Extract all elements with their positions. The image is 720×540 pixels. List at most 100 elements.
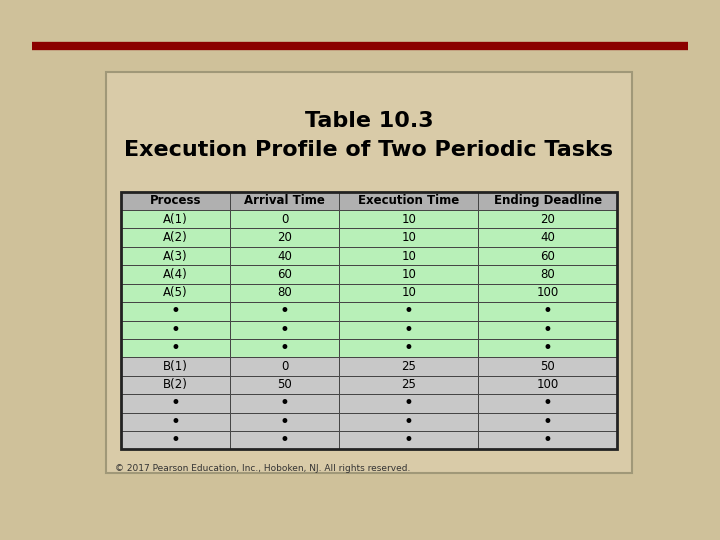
Text: •: • (171, 339, 180, 357)
Text: 60: 60 (277, 268, 292, 281)
Bar (478, 302, 617, 321)
Bar (339, 228, 478, 247)
Text: Execution Time: Execution Time (358, 194, 459, 207)
Bar (339, 192, 478, 210)
Text: •: • (543, 413, 553, 431)
Bar (121, 321, 230, 339)
Text: •: • (171, 302, 180, 320)
Bar (339, 376, 478, 394)
Bar (339, 394, 478, 413)
Bar (230, 192, 339, 210)
Text: •: • (171, 321, 180, 339)
Bar (230, 321, 339, 339)
Text: 40: 40 (277, 249, 292, 262)
Bar (230, 228, 339, 247)
Bar (121, 302, 230, 321)
Bar (121, 265, 230, 284)
Bar (478, 210, 617, 228)
Bar (230, 394, 339, 413)
Bar (478, 431, 617, 449)
Bar (339, 247, 478, 265)
Text: 40: 40 (540, 231, 555, 244)
Bar (478, 394, 617, 413)
Text: •: • (404, 431, 414, 449)
Text: 10: 10 (401, 249, 416, 262)
Bar (339, 321, 478, 339)
Bar (339, 302, 478, 321)
Bar (478, 192, 617, 210)
Bar (339, 413, 478, 431)
Text: B(1): B(1) (163, 360, 188, 373)
Bar (478, 284, 617, 302)
Bar (121, 284, 230, 302)
Text: A(2): A(2) (163, 231, 188, 244)
Bar (121, 210, 230, 228)
Text: •: • (543, 394, 553, 413)
Text: •: • (404, 413, 414, 431)
Text: •: • (543, 431, 553, 449)
Bar (339, 210, 478, 228)
Text: 0: 0 (281, 360, 288, 373)
Text: 50: 50 (541, 360, 555, 373)
Text: 100: 100 (536, 286, 559, 299)
Text: 10: 10 (401, 268, 416, 281)
Text: •: • (404, 339, 414, 357)
Text: •: • (279, 321, 289, 339)
Bar (230, 357, 339, 376)
Text: 10: 10 (401, 231, 416, 244)
Text: •: • (543, 321, 553, 339)
Text: A(3): A(3) (163, 249, 188, 262)
Text: •: • (171, 394, 180, 413)
Bar (339, 357, 478, 376)
Bar (478, 247, 617, 265)
Text: 80: 80 (541, 268, 555, 281)
Bar (478, 339, 617, 357)
Bar (230, 413, 339, 431)
Bar (478, 357, 617, 376)
Bar (478, 228, 617, 247)
Bar (230, 247, 339, 265)
Bar (230, 210, 339, 228)
Bar (478, 265, 617, 284)
Text: Execution Profile of Two Periodic Tasks: Execution Profile of Two Periodic Tasks (125, 140, 613, 160)
Text: •: • (279, 413, 289, 431)
Text: •: • (279, 339, 289, 357)
Text: •: • (279, 431, 289, 449)
Text: •: • (171, 413, 180, 431)
Bar (230, 265, 339, 284)
Bar (121, 413, 230, 431)
Bar (230, 431, 339, 449)
Text: 0: 0 (281, 213, 288, 226)
Text: Ending Deadline: Ending Deadline (494, 194, 602, 207)
Text: A(1): A(1) (163, 213, 188, 226)
Bar (121, 339, 230, 357)
Bar (230, 302, 339, 321)
Bar (121, 357, 230, 376)
Text: 10: 10 (401, 286, 416, 299)
Text: 50: 50 (277, 379, 292, 392)
Text: © 2017 Pearson Education, Inc., Hoboken, NJ. All rights reserved.: © 2017 Pearson Education, Inc., Hoboken,… (115, 464, 410, 474)
Text: •: • (543, 302, 553, 320)
Bar (339, 265, 478, 284)
Bar (121, 247, 230, 265)
Text: Process: Process (150, 194, 201, 207)
Text: •: • (543, 339, 553, 357)
Text: •: • (279, 394, 289, 413)
Bar (339, 284, 478, 302)
Bar (478, 376, 617, 394)
Text: 20: 20 (540, 213, 555, 226)
Text: Table 10.3: Table 10.3 (305, 111, 433, 131)
Text: •: • (404, 394, 414, 413)
Text: 60: 60 (540, 249, 555, 262)
Bar (121, 394, 230, 413)
Bar (339, 431, 478, 449)
Text: 80: 80 (277, 286, 292, 299)
Text: B(2): B(2) (163, 379, 188, 392)
Text: •: • (404, 302, 414, 320)
Bar (339, 339, 478, 357)
Bar (121, 192, 230, 210)
Bar (121, 376, 230, 394)
Text: •: • (404, 321, 414, 339)
Text: 25: 25 (401, 360, 416, 373)
Text: •: • (171, 431, 180, 449)
